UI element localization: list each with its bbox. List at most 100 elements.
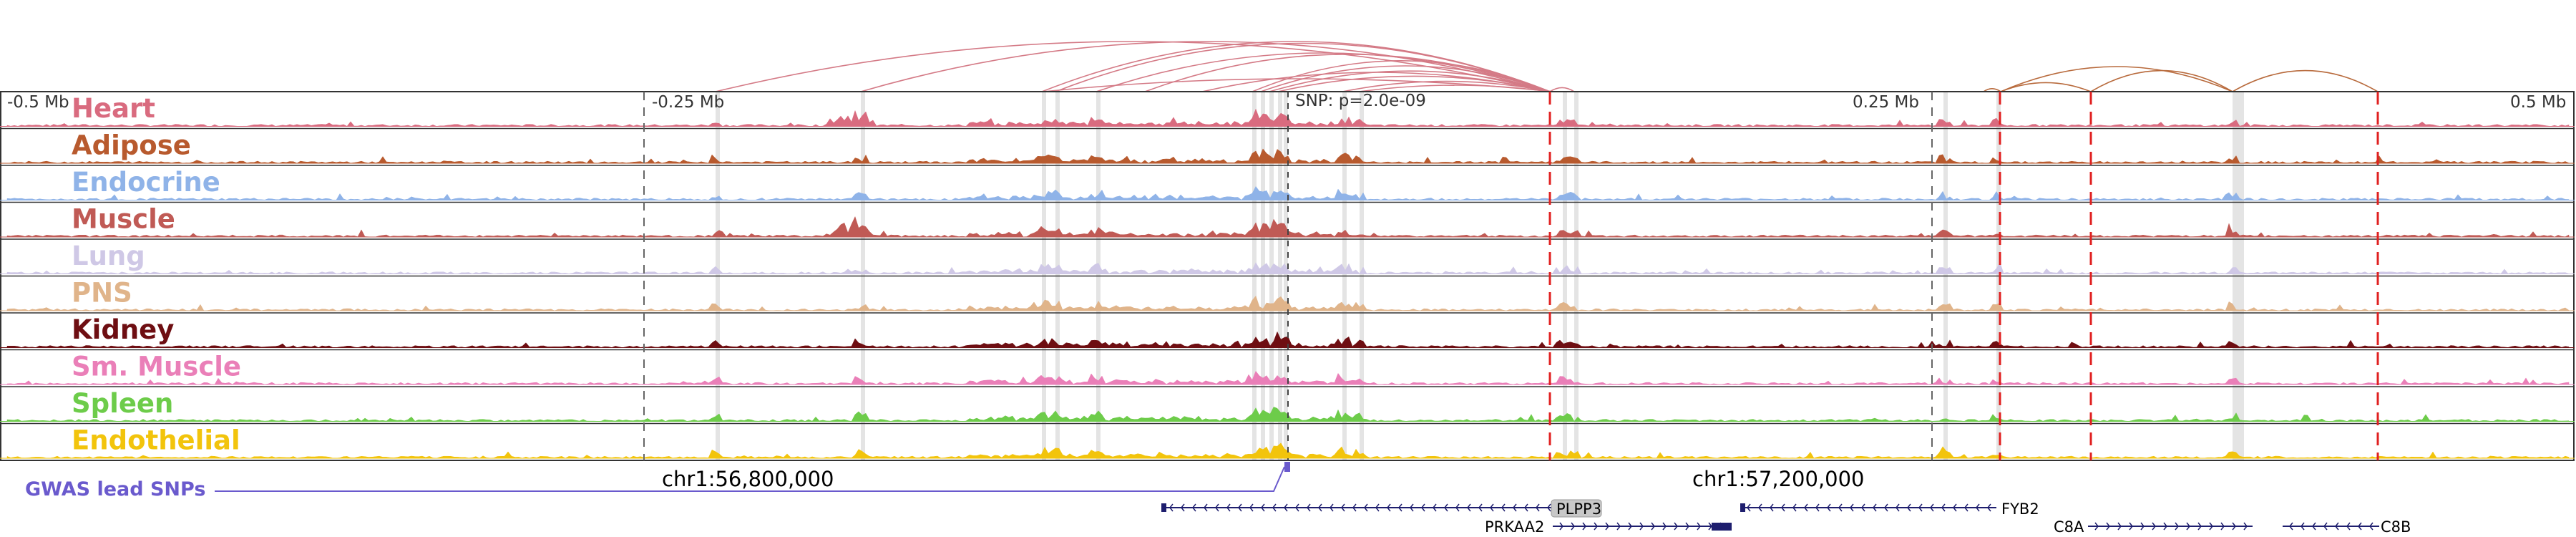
strand-arrow	[1524, 503, 1528, 512]
strand-arrow	[1697, 522, 1701, 531]
gene-label: C8A	[2054, 518, 2084, 536]
gene-plpp3[interactable]: PLPP3	[1161, 499, 1602, 518]
strand-arrow	[1433, 503, 1437, 512]
strand-arrow	[2323, 522, 2328, 531]
strand-arrow	[1861, 503, 1865, 512]
track-label: Heart	[72, 93, 155, 124]
interaction-arc	[1983, 88, 2001, 92]
track-signal	[6, 442, 2570, 459]
interaction-arc	[1043, 78, 1555, 92]
strand-arrow	[1815, 503, 1820, 512]
strand-arrow	[2301, 522, 2305, 531]
gene-fyb2[interactable]: FYB2	[1740, 500, 2039, 518]
strand-arrow	[1674, 522, 1678, 531]
strand-arrow	[1930, 503, 1934, 512]
strand-arrow	[1838, 503, 1843, 512]
strand-arrow	[1953, 503, 1957, 512]
strand-arrow	[1547, 503, 1551, 512]
interaction-arc	[1549, 87, 1575, 92]
strand-arrow	[1455, 503, 1460, 512]
strand-arrow	[2152, 522, 2156, 531]
strand-arrow	[1605, 522, 1609, 531]
strand-arrow	[1987, 503, 1991, 512]
strand-arrow	[1792, 503, 1797, 512]
strand-arrow	[1181, 503, 1185, 512]
strand-arrow	[1708, 522, 1712, 531]
strand-arrow	[1616, 522, 1621, 531]
strand-arrow	[1467, 503, 1471, 512]
gene-c8b[interactable]: C8B	[2283, 518, 2411, 536]
strand-arrow	[1827, 503, 1831, 512]
strand-arrow	[1594, 522, 1598, 531]
strand-arrow	[2140, 522, 2145, 531]
strand-arrow	[2197, 522, 2202, 531]
strand-arrow	[1559, 522, 1563, 531]
strand-arrow	[1421, 503, 1425, 512]
track-label: Kidney	[72, 314, 174, 345]
interaction-arc	[1055, 42, 1551, 92]
strand-arrow	[2186, 522, 2190, 531]
track-label: Spleen	[72, 388, 173, 419]
gene-label: C8B	[2381, 518, 2411, 536]
strand-arrow	[1884, 503, 1888, 512]
strand-arrow	[1192, 503, 1196, 512]
strand-arrow	[2094, 522, 2099, 531]
interaction-arcs	[715, 41, 2379, 92]
gwas-label: GWAS lead SNPs	[25, 478, 205, 500]
gene-exon	[1161, 503, 1166, 512]
interaction-arc	[860, 41, 1551, 92]
strand-arrow	[1364, 503, 1368, 512]
strand-arrow	[1330, 503, 1334, 512]
strand-arrow	[2312, 522, 2316, 531]
strand-arrow	[1169, 503, 1174, 512]
strand-arrow	[1478, 503, 1483, 512]
track-signal	[6, 262, 2570, 274]
strand-arrow	[1747, 503, 1751, 512]
strand-arrow	[1850, 503, 1854, 512]
strand-arrow	[1261, 503, 1265, 512]
track-label: Endothelial	[72, 425, 240, 456]
strand-arrow	[1651, 522, 1655, 531]
interaction-arc	[1201, 72, 1551, 92]
strand-arrow	[1387, 503, 1391, 512]
axis-label: 0.25 Mb	[1853, 93, 1919, 112]
gwas-connector	[215, 466, 1285, 492]
strand-arrow	[1770, 503, 1774, 512]
track-label: Muscle	[72, 204, 175, 235]
strand-arrow	[1941, 503, 1946, 512]
track-signal	[6, 185, 2570, 200]
interaction-arc	[1096, 52, 1551, 92]
coordinate-label: chr1:56,800,000	[662, 467, 834, 491]
track-labels: Heart Adipose Endocrine Muscle Lung PNS Kidney…	[72, 93, 241, 456]
track-label: Endocrine	[72, 167, 220, 198]
interaction-arc	[1269, 70, 1551, 92]
gene-track: PLPP3 PRKAA2 FYB2 C8A C8B	[1161, 499, 2411, 536]
track-signal	[6, 148, 2570, 164]
strand-arrow	[1536, 503, 1540, 512]
strand-arrow	[1398, 503, 1402, 512]
snp-markers	[643, 92, 2379, 460]
strand-arrow	[2175, 522, 2179, 531]
interaction-arc	[1342, 80, 1551, 92]
strand-arrow	[1249, 503, 1254, 512]
interaction-arc	[2000, 66, 2233, 92]
strand-arrow	[1284, 503, 1288, 512]
gene-prkaa2[interactable]: PRKAA2	[1485, 518, 1732, 536]
gene-label: PRKAA2	[1485, 518, 1544, 536]
gwas-snp-marker	[1284, 462, 1290, 472]
strand-arrow	[1964, 503, 1968, 512]
interaction-arc	[2090, 69, 2233, 92]
gene-exon	[1712, 523, 1732, 531]
strand-arrow	[1628, 522, 1632, 531]
strand-arrow	[1272, 503, 1277, 512]
strand-arrow	[1976, 503, 1980, 512]
strand-arrow	[1781, 503, 1785, 512]
strand-arrow	[2358, 522, 2362, 531]
strand-arrow	[1444, 503, 1448, 512]
track-label: Sm. Muscle	[72, 352, 241, 382]
strand-arrow	[1582, 522, 1586, 531]
strand-arrow	[1662, 522, 1667, 531]
gene-label: FYB2	[2001, 500, 2039, 518]
strand-arrow	[1226, 503, 1231, 512]
gene-c8a[interactable]: C8A	[2054, 518, 2253, 536]
